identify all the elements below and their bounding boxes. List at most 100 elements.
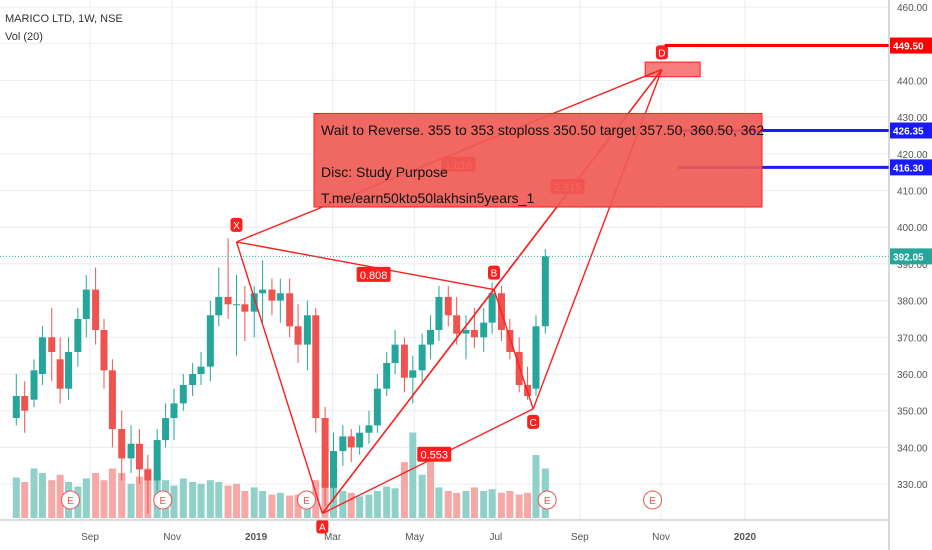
volume-bar [286,495,294,518]
candle-body [224,296,232,305]
annotation-line-2: Disc: Study Purpose [321,164,448,180]
volume-bars [12,432,549,518]
pattern-point-label: X [233,221,240,232]
annotation-line-1: Wait to Reverse. 355 to 353 stoploss 350… [321,122,764,138]
ratio-label: 0.553 [421,450,449,462]
candle-body [56,359,64,389]
price-tag [890,159,932,176]
pattern-point-label: A [319,522,326,533]
earnings-marker [643,490,663,510]
candle-body [303,315,311,345]
candle-body [339,436,347,452]
candle-body [197,366,205,374]
volume-bar [100,480,108,518]
ratio-badge [417,446,452,462]
pattern-point-badge [487,265,500,280]
y-tick-label: 350.00 [897,407,928,418]
candle-body [259,289,267,294]
volume-bar [435,487,443,518]
volume-bar [38,473,46,518]
y-tick-label: 370.00 [897,333,928,344]
pattern-line [493,289,534,410]
volume-bar [383,486,391,518]
volume-bar [215,482,223,518]
volume-bar [189,482,197,518]
y-tick-label: 460.00 [897,3,928,14]
annotation-box[interactable]: Wait to Reverse. 355 to 353 stoploss 350… [313,112,764,208]
pattern-point-badge [655,45,668,60]
y-tick-label: 410.00 [897,187,928,198]
price-tag-label: 449.50 [893,42,924,53]
volume-bar [118,473,126,518]
volume-bar [48,480,56,518]
volume-indicator-label: Vol (20) [5,31,43,43]
volume-bar [294,494,302,518]
price-tag [890,37,932,54]
candle-body [144,469,152,481]
candle-body [373,388,381,426]
earnings-marker [60,490,80,510]
volume-bar [179,478,187,518]
candle-body [118,429,126,459]
annotation-line-3: T.me/earn50kto50lakhsin5years_1 [321,190,534,206]
volume-bar [400,462,408,518]
y-tick-label: 440.00 [897,76,928,87]
pattern-point-label: B [491,269,498,280]
x-tick-label: Sep [81,532,99,543]
candles [12,238,549,514]
candle-body [108,370,116,430]
volume-bar [224,485,232,518]
volume-bar [12,477,20,518]
candle-body [294,326,302,345]
candle-body [100,329,108,371]
volume-bar [135,476,143,518]
ratio-badge [356,266,391,282]
candle-body [48,337,56,352]
volume-bar [339,491,347,518]
volume-bar [444,491,452,518]
candle-body [286,293,294,327]
volume-bar [127,483,135,518]
candle-body [541,256,549,327]
volume-bar [21,482,29,518]
volume-bar [30,468,38,518]
y-tick-label: 340.00 [897,443,928,454]
volume-bar [427,459,435,518]
volume-bar [356,496,364,518]
candle-body [480,322,488,338]
pattern-line [235,241,323,514]
volume-bar [241,491,249,518]
candle-body [365,425,373,433]
candle-body [92,289,100,330]
ratio-label: 0.808 [360,270,388,282]
volume-bar [409,432,417,518]
candle-body [82,289,90,319]
earnings-marker-label: E [67,496,74,507]
earnings-marker-label: E [303,496,310,507]
volume-bar [206,480,214,518]
volume-bar [82,478,90,518]
candle-body [250,293,258,312]
x-tick-label: Mar [324,532,342,543]
candle-body [12,396,20,419]
candle-body [232,304,240,306]
candle-body [162,418,170,441]
y-tick-label: 420.00 [897,150,928,161]
volume-bar [462,491,470,518]
candle-body [276,293,284,301]
volume-bar [480,491,488,518]
candle-body [330,451,338,488]
x-tick-label: 2019 [245,532,268,543]
candle-body [312,315,320,419]
volume-bar [506,491,514,518]
candle-body [65,351,73,389]
candle-body [179,385,187,404]
candle-body [462,329,470,334]
candle-body [400,344,408,378]
y-tick-label: 390.00 [897,260,928,271]
candle-body [74,318,82,352]
y-tick-label: 360.00 [897,370,928,381]
